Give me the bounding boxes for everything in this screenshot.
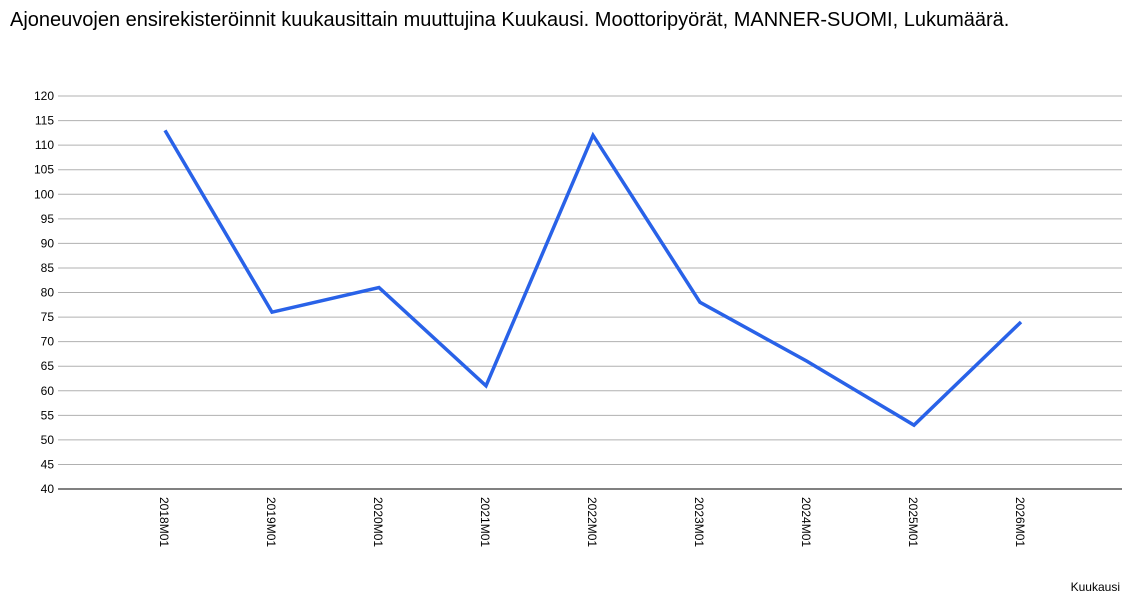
y-tick-label: 65 [41, 359, 55, 373]
y-tick-label: 105 [34, 163, 54, 177]
series-line [163, 129, 1023, 428]
chart-title: Ajoneuvojen ensirekisteröinnit kuukausit… [10, 9, 1010, 31]
gridlines [58, 95, 1122, 465]
y-tick-label: 85 [41, 261, 55, 275]
y-tick-label: 100 [34, 187, 54, 201]
data-series [163, 129, 1023, 428]
x-tick-label: 2021M01 [478, 497, 492, 547]
y-tick-label: 75 [41, 310, 55, 324]
y-tick-label: 55 [41, 408, 55, 422]
x-axis-title: Kuukausi [1070, 580, 1120, 594]
y-tick-label: 120 [34, 89, 54, 103]
y-tick-label: 45 [41, 457, 55, 471]
x-tick-label: 2025M01 [906, 497, 920, 547]
y-tick-label: 60 [41, 384, 55, 398]
x-tick-label: 2020M01 [371, 497, 385, 547]
x-tick-label: 2018M01 [157, 497, 171, 547]
y-tick-label: 110 [35, 138, 54, 152]
x-tick-label: 2026M01 [1013, 497, 1027, 547]
y-tick-label: 80 [41, 286, 55, 300]
y-tick-label: 50 [41, 433, 55, 447]
y-tick-label: 90 [41, 236, 55, 250]
y-tick-label: 115 [35, 114, 54, 128]
x-tick-label: 2019M01 [264, 497, 278, 547]
y-tick-label: 40 [41, 482, 55, 496]
x-tick-labels: 2018M01 2019M01 2020M01 2021M01 2022M01 2023M… [157, 497, 1027, 547]
y-tick-label: 95 [41, 212, 55, 226]
x-tick-label: 2023M01 [692, 497, 706, 547]
y-tick-label: 70 [41, 335, 55, 349]
x-tick-label: 2024M01 [799, 497, 813, 547]
x-tick-label: 2022M01 [585, 497, 599, 547]
y-tick-labels: 40 45 50 55 60 65 70 75 80 85 90 95 100 105 110 115 120 [34, 89, 54, 496]
